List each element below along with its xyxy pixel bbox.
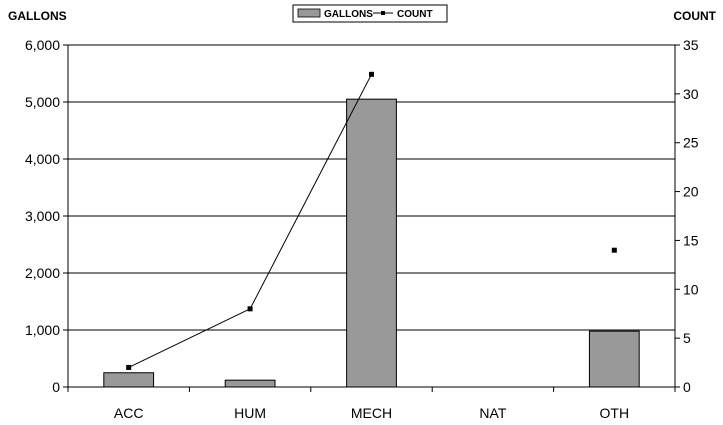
bar-hum: [224, 379, 276, 388]
left-tick-label: 1,000: [25, 322, 60, 338]
right-tick-label: 15: [683, 232, 699, 248]
count-point-mech: [369, 71, 374, 77]
legend-gallons-label: GALLONS: [324, 9, 373, 20]
legend-count-marker: [381, 11, 385, 15]
count-point-oth: [611, 247, 617, 253]
right-tick-label: 10: [683, 281, 699, 297]
x-tick-label: HUM: [234, 405, 266, 421]
legend-count-label: COUNT: [397, 9, 433, 20]
count-point-hum: [247, 306, 253, 312]
right-tick-label: 20: [683, 184, 699, 200]
x-tick-label: ACC: [114, 405, 144, 421]
count-line-segment: [128, 308, 251, 368]
axes: [63, 44, 680, 392]
legend-box: [292, 4, 448, 23]
right-tick-label: 35: [683, 37, 699, 53]
left-axis-title: GALLONS: [8, 9, 67, 23]
count-line-series: [126, 71, 617, 370]
bar-oth: [588, 330, 640, 388]
left-tick-label: 5,000: [25, 94, 60, 110]
right-tick-label: 5: [683, 330, 691, 346]
x-tick-label: MECH: [351, 405, 392, 421]
left-tick-label: 3,000: [25, 208, 60, 224]
left-tick-label: 6,000: [25, 37, 60, 53]
legend-gallons-swatch: [297, 8, 321, 18]
right-tick-label: 0: [683, 379, 691, 395]
bar-acc: [103, 372, 155, 388]
left-tick-label: 0: [52, 379, 60, 395]
gallons-bars: [103, 98, 640, 388]
count-point-acc: [126, 364, 132, 370]
left-tick-label: 4,000: [25, 151, 60, 167]
count-line-segment: [249, 74, 372, 310]
tick-labels: 0 1,000 2,000 3,000 4,000 5,000 6,000 0 5 10 15 20 2…: [25, 37, 699, 421]
right-axis-title: COUNT: [673, 9, 716, 23]
x-tick-label: NAT: [479, 405, 506, 421]
right-tick-label: 25: [683, 135, 699, 151]
bar-mech: [346, 98, 397, 388]
left-tick-label: 2,000: [25, 265, 60, 281]
right-tick-label: 30: [683, 86, 699, 102]
legend: GALLONS COUNT: [292, 4, 448, 23]
x-tick-label: OTH: [600, 405, 630, 421]
